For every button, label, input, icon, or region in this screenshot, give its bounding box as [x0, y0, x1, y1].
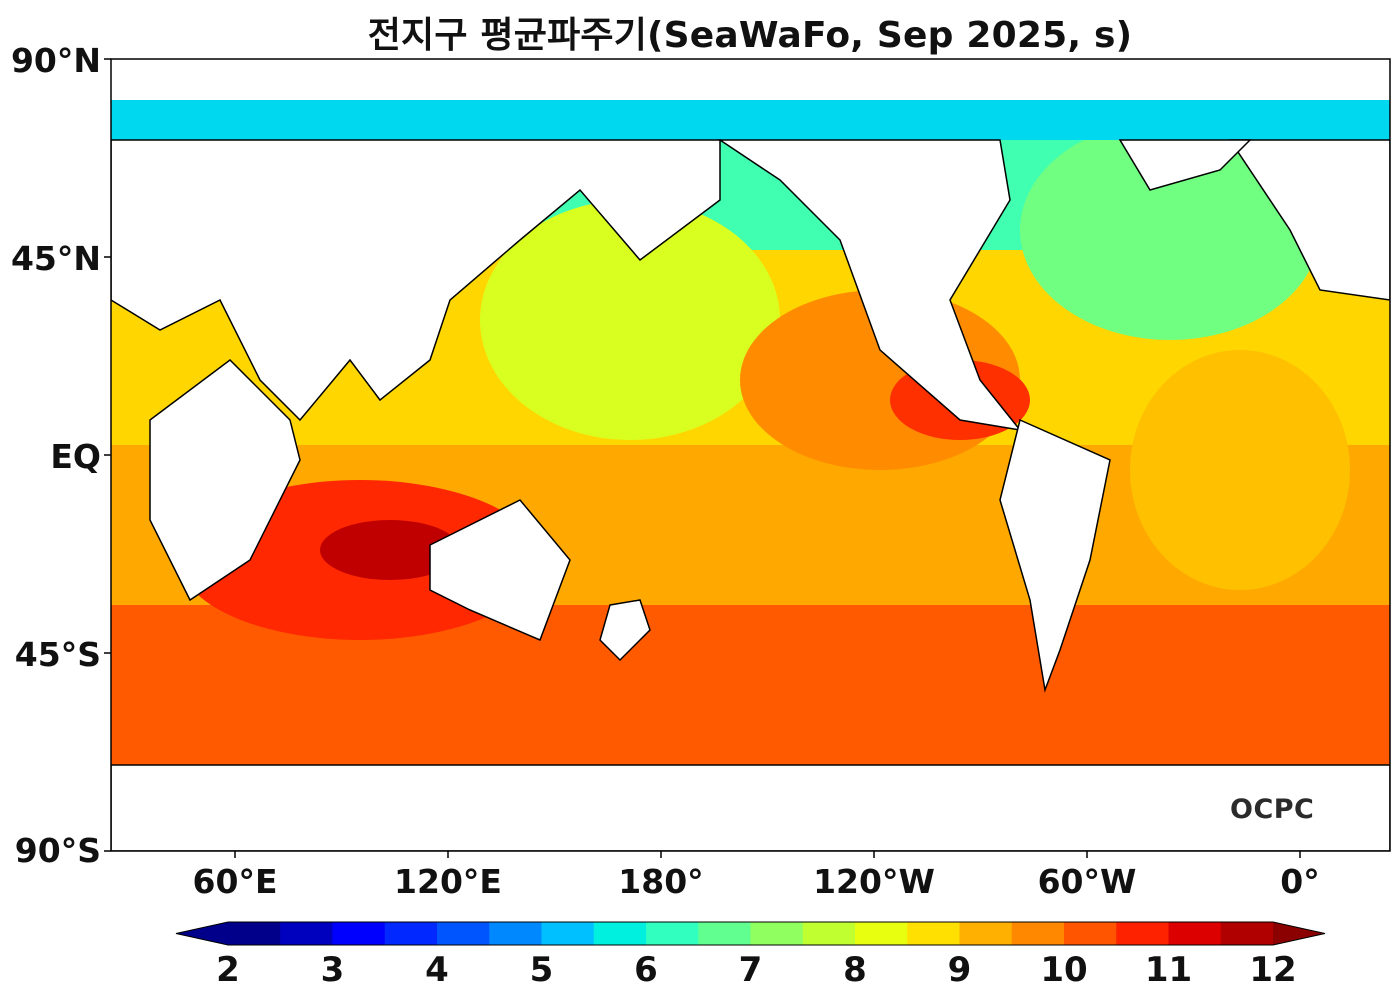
colorbar-segment [541, 922, 595, 945]
colorbar-segment [384, 922, 438, 945]
ocpc-logo: OCPC [1230, 794, 1315, 825]
colorbar-tick-label: 9 [947, 950, 972, 990]
lon-label-120e: 120°E [394, 862, 502, 901]
colorbar-tick-label: 6 [634, 950, 658, 990]
indian-ocean-peak [320, 520, 460, 580]
australia-land [429, 499, 571, 641]
antarctica-land [111, 764, 1390, 851]
colorbar-segment [1116, 922, 1170, 945]
europe-land [1228, 139, 1390, 301]
colorbar-segment [855, 922, 908, 945]
colorbar-segment [228, 922, 281, 945]
lat-label-90n: 90°N [10, 41, 101, 80]
colorbar-tick-label: 10 [1040, 950, 1088, 990]
figure-title: 전지구 평균파주기(SeaWaFo, Sep 2025, s) [367, 15, 1133, 56]
colorbar-tick-label: 4 [425, 950, 449, 990]
colorbar-segment [332, 922, 386, 945]
map-ticks [104, 58, 1301, 858]
lon-label-60e: 60°E [192, 862, 278, 901]
colorbar-segment [1011, 922, 1065, 945]
arctic-edge [111, 100, 1390, 140]
tropical-atlantic-field [1130, 350, 1350, 590]
map-area [111, 59, 1390, 851]
colorbar-segment [698, 922, 752, 945]
colorbar-segment [1168, 922, 1222, 945]
colorbar-segment [593, 922, 647, 945]
lon-label-60w: 60°W [1037, 862, 1137, 901]
north-pacific-field [480, 200, 780, 440]
colorbar-segment [437, 922, 490, 945]
colorbar-extend-low [176, 922, 228, 945]
greenland-land [1118, 139, 1252, 191]
lat-label-45s: 45°S [14, 635, 101, 674]
lat-label-90s: 90°S [14, 831, 101, 870]
new-zealand-land [599, 599, 651, 662]
colorbar-tick-label: 7 [738, 950, 763, 990]
colorbar-segment [646, 922, 699, 945]
colorbar-segment [907, 922, 961, 945]
colorbar-tick-label: 3 [320, 950, 345, 990]
colorbar-segment [802, 922, 856, 945]
colorbar-segment [750, 922, 804, 945]
colorbar-tick-label: 2 [216, 950, 240, 990]
colorbar-segment [1220, 922, 1274, 945]
colorbar-tick-label: 12 [1249, 950, 1297, 990]
colorbar-tick-label: 5 [529, 950, 554, 990]
lon-label-120w: 120°W [813, 862, 935, 901]
colorbar-tick-label: 8 [843, 950, 867, 990]
colorbar-segment [489, 922, 543, 945]
colorbar-outline [175, 921, 1326, 946]
colorbar-segment [280, 922, 334, 945]
colorbar-segment [1064, 922, 1117, 945]
africa-land [149, 359, 301, 602]
south-america-land [999, 418, 1111, 693]
colorbar-segment [959, 922, 1013, 945]
lon-label-0: 0° [1280, 862, 1320, 901]
colorbar-extend-high [1273, 922, 1325, 945]
lat-label-45n: 45°N [10, 239, 101, 278]
colorbar [175, 921, 1326, 946]
lat-label-eq: EQ [50, 437, 101, 476]
colorbar-tick-label: 11 [1144, 950, 1193, 990]
north-atlantic-field [1020, 120, 1320, 340]
lon-label-180: 180° [618, 862, 704, 901]
eurasia-land [111, 139, 721, 422]
